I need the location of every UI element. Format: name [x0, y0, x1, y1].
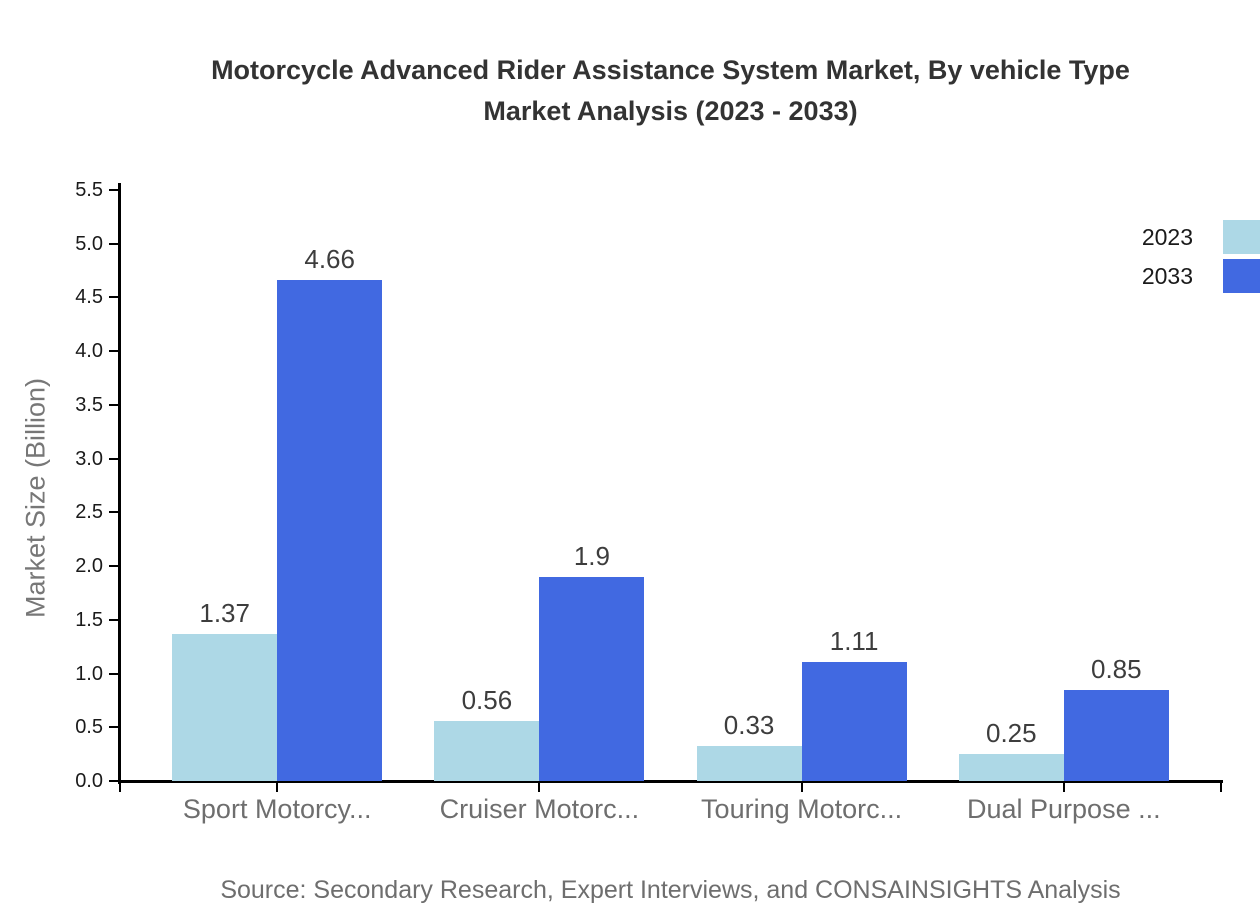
bar-2033-4 [1063, 689, 1169, 781]
bar-2023-1 [172, 633, 278, 781]
bar-2033-2 [539, 576, 645, 781]
bar-value-label: 1.11 [829, 625, 879, 656]
y-axis-tick-label: 2.5 [75, 501, 103, 524]
bar-value-label: 1.37 [199, 597, 250, 628]
bar-2033-3 [801, 661, 907, 781]
bar-value-label: 1.9 [573, 540, 610, 571]
y-axis-tick [109, 780, 119, 782]
y-axis-tick-label: 0.0 [75, 770, 103, 792]
bar-2033-1 [277, 280, 383, 781]
bar-value-label: 0.25 [985, 718, 1037, 749]
y-axis-line [118, 183, 121, 784]
x-axis-tick [538, 781, 541, 792]
y-axis-tick [109, 296, 119, 299]
x-axis-tick [800, 781, 803, 792]
y-axis-tick [109, 457, 119, 460]
x-axis-tick [1220, 781, 1222, 792]
x-axis-tick [119, 781, 121, 792]
x-axis-tick [276, 781, 279, 792]
chart-title: Motorcycle Advanced Rider Assistance Sys… [120, 50, 1221, 132]
bar-value-label: 0.85 [1090, 653, 1142, 684]
legend-swatch-2033 [1223, 259, 1260, 293]
bar-value-label: 0.33 [723, 709, 775, 740]
y-axis-tick-label: 5.0 [75, 232, 103, 255]
y-axis-tick-label: 4.0 [75, 340, 103, 363]
bar-2023-2 [434, 720, 540, 781]
y-axis-tick-label: 1.0 [75, 662, 103, 685]
x-axis-tick [1062, 781, 1065, 792]
x-axis-category-label: Touring Motorc... [701, 794, 903, 824]
y-axis-tick [109, 618, 119, 621]
x-axis-category-label: Sport Motorcy... [182, 794, 372, 824]
y-axis-tick-label: 3.0 [75, 447, 103, 470]
bar-2023-3 [696, 745, 802, 781]
y-axis-tick [109, 511, 119, 514]
y-axis-tick [109, 565, 119, 568]
bar-value-label: 0.56 [461, 684, 513, 715]
bar-2023-4 [958, 754, 1064, 781]
x-axis-line [118, 780, 1223, 783]
y-axis-tick [109, 726, 119, 729]
y-axis-tick [109, 350, 119, 353]
legend-swatch-2023 [1223, 220, 1260, 254]
y-axis-tick [109, 403, 119, 406]
x-axis-category-label: Cruiser Motorc... [439, 794, 640, 824]
y-axis-tick-label: 2.0 [75, 555, 103, 578]
y-axis-tick [109, 242, 119, 245]
bar-value-label: 4.66 [304, 244, 355, 275]
legend-label-2033: 2033 [1141, 263, 1193, 289]
y-axis-tick-label: 4.5 [75, 286, 103, 309]
chart-title-line2: Market Analysis (2023 - 2033) [483, 96, 858, 126]
y-axis-tick-label: 5.5 [75, 179, 103, 201]
y-axis-tick-label: 1.5 [75, 608, 103, 631]
legend-label-2023: 2023 [1141, 224, 1193, 250]
y-axis-tick-label: 3.5 [75, 393, 103, 416]
x-axis-category-label: Dual Purpose ... [966, 794, 1161, 824]
source-note: Source: Secondary Research, Expert Inter… [220, 876, 1121, 904]
y-axis-tick [109, 672, 119, 675]
y-axis-tick [109, 189, 119, 191]
chart-title-line1: Motorcycle Advanced Rider Assistance Sys… [211, 55, 1130, 85]
y-axis-tick-label: 0.5 [75, 716, 103, 739]
